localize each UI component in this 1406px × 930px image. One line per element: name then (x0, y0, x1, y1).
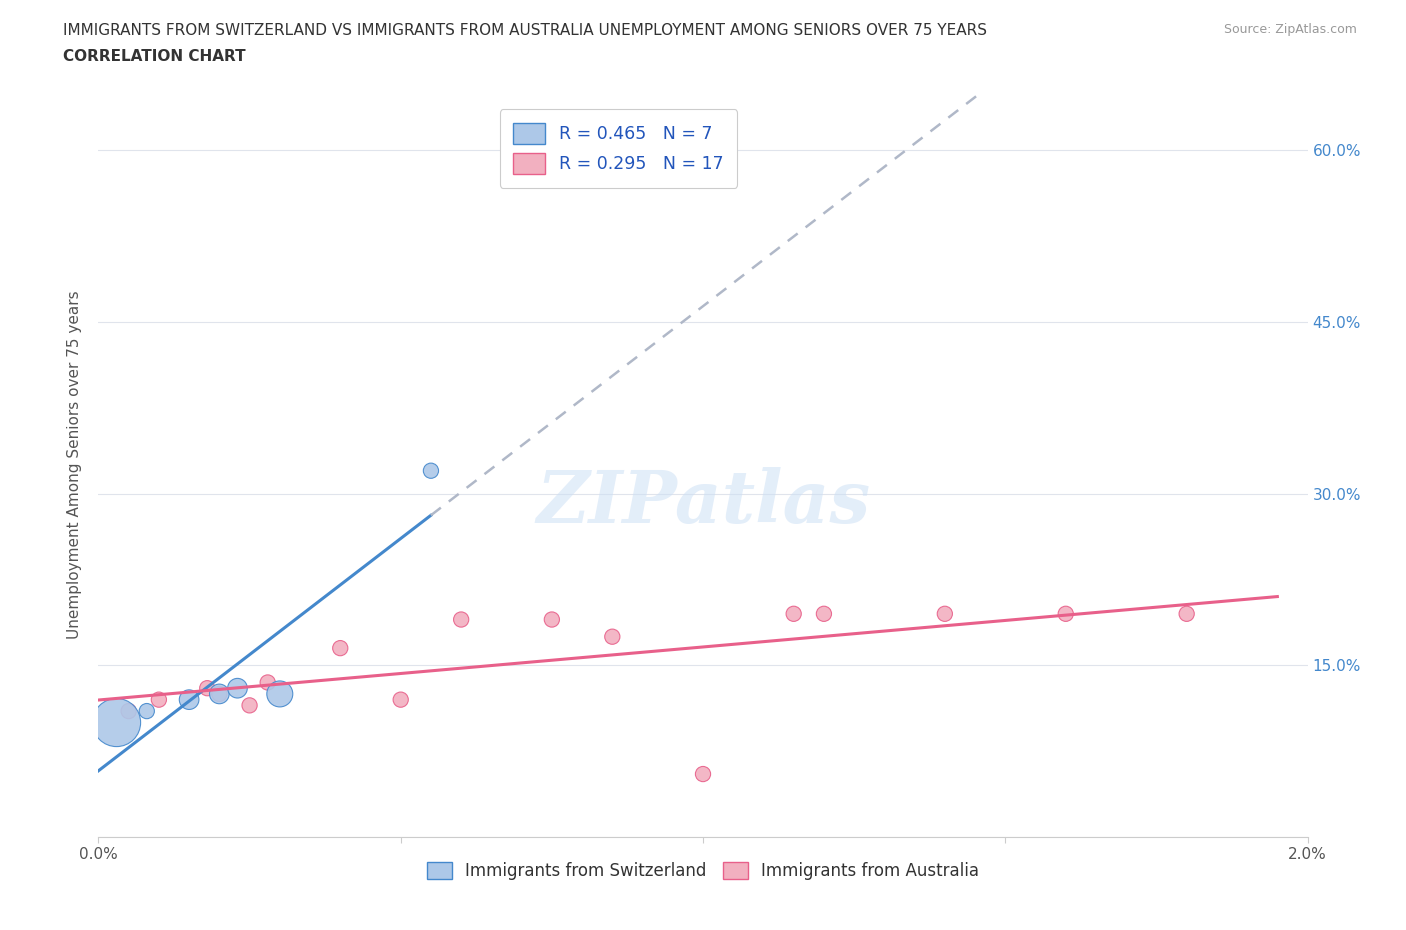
Point (179, 692, 201, 707)
Point (540, 612, 562, 627)
Point (602, 630, 624, 644)
Point (195, 681, 218, 696)
Text: ZIPatlas: ZIPatlas (536, 467, 870, 538)
Y-axis label: Unemployment Among Seniors over 75 years: Unemployment Among Seniors over 75 years (67, 291, 83, 639)
Point (813, 606, 835, 621)
Point (934, 606, 956, 621)
Point (208, 686, 231, 701)
Text: IMMIGRANTS FROM SWITZERLAND VS IMMIGRANTS FROM AUSTRALIA UNEMPLOYMENT AMONG SENI: IMMIGRANTS FROM SWITZERLAND VS IMMIGRANT… (63, 23, 987, 38)
Point (1054, 606, 1077, 621)
Point (256, 675, 278, 690)
Point (1175, 606, 1198, 621)
Point (329, 641, 352, 656)
Point (118, 704, 141, 719)
Point (783, 606, 806, 621)
Text: Source: ZipAtlas.com: Source: ZipAtlas.com (1223, 23, 1357, 36)
Point (208, 686, 231, 701)
Text: CORRELATION CHART: CORRELATION CHART (63, 49, 246, 64)
Point (148, 692, 170, 707)
Point (450, 612, 472, 627)
Point (269, 686, 291, 701)
Point (226, 681, 249, 696)
Point (105, 715, 128, 730)
Point (420, 463, 443, 478)
Legend: Immigrants from Switzerland, Immigrants from Australia: Immigrants from Switzerland, Immigrants … (419, 854, 987, 888)
Point (239, 698, 262, 712)
Point (692, 766, 714, 781)
Point (135, 704, 157, 719)
Point (389, 692, 412, 707)
